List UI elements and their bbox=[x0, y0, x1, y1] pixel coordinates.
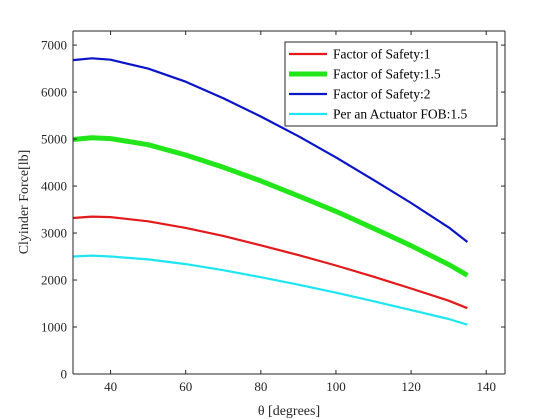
series-line-2 bbox=[72, 57, 469, 243]
y-axis-title: Clyinder Force[lb] bbox=[17, 150, 32, 255]
series-line-0 bbox=[72, 215, 468, 310]
series-layer bbox=[72, 57, 469, 326]
legend-label-fos-1: Factor of Safety:1 bbox=[333, 47, 430, 62]
legend-label-actuator: Per an Actuator FOB:1.5 bbox=[333, 107, 467, 122]
y-tick-label: 0 bbox=[61, 367, 68, 382]
legend-box bbox=[284, 41, 498, 127]
x-axis-title: θ [degrees] bbox=[258, 404, 320, 419]
ticks-layer: 40 60 80 100 120 140 0 1000 2000 3000 4000 5000 6000… bbox=[41, 31, 505, 394]
y-tick-label: 1000 bbox=[41, 320, 67, 335]
x-tick-label: 40 bbox=[104, 379, 117, 394]
x-tick-label: 60 bbox=[179, 379, 192, 394]
series-line-1 bbox=[72, 135, 469, 278]
y-tick-label: 7000 bbox=[41, 38, 67, 53]
legend: Factor of Safety:1 Factor of Safety:1.5 … bbox=[284, 41, 498, 127]
x-tick-label: 80 bbox=[254, 379, 267, 394]
x-tick-label: 140 bbox=[476, 379, 496, 394]
y-tick-label: 6000 bbox=[41, 85, 67, 100]
x-tick-label: 120 bbox=[401, 379, 421, 394]
y-tick-label: 5000 bbox=[41, 132, 67, 147]
axes-layer bbox=[72, 30, 506, 375]
y-tick-label: 3000 bbox=[41, 226, 67, 241]
y-tick-label: 2000 bbox=[41, 273, 67, 288]
series-line-3 bbox=[72, 254, 468, 326]
x-tick-label: 100 bbox=[326, 379, 346, 394]
legend-label-fos-1-5: Factor of Safety:1.5 bbox=[333, 67, 441, 82]
legend-label-fos-2: Factor of Safety:2 bbox=[333, 87, 430, 102]
y-tick-label: 4000 bbox=[41, 179, 67, 194]
